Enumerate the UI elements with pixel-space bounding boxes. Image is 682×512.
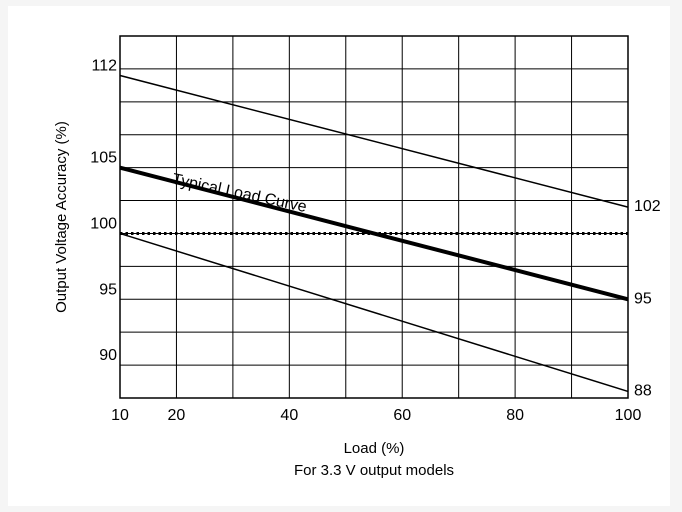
- grid: [120, 36, 628, 398]
- series-line-4: [119, 232, 629, 393]
- y-tick-label: 105: [90, 150, 117, 167]
- labels-group: 10 20 40 60 80 100 90 95 100 105 112 102 95 88 Typical…: [53, 57, 661, 479]
- end-value-label: 95: [634, 290, 652, 307]
- y-tick-label: 95: [99, 281, 117, 298]
- y-tick-label: 100: [90, 215, 117, 232]
- curve-annotation: Typical Load Curve: [171, 171, 309, 216]
- x-axis-title: Load (%): [344, 440, 405, 457]
- x-tick-label: 10: [111, 407, 129, 424]
- x-tick-label: 100: [615, 407, 642, 424]
- x-tick-label: 40: [280, 407, 298, 424]
- y-tick-label: 112: [91, 57, 117, 74]
- chart-caption: For 3.3 V output models: [294, 462, 454, 479]
- end-value-label: 88: [634, 382, 652, 399]
- y-tick-label: 90: [99, 347, 117, 364]
- end-value-label: 102: [634, 198, 661, 215]
- x-tick-label: 60: [393, 407, 411, 424]
- x-tick-label: 80: [506, 407, 524, 424]
- series-line-1: [119, 74, 629, 208]
- chart-card: 10 20 40 60 80 100 90 95 100 105 112 102 95 88 Typical…: [8, 6, 670, 506]
- voltage-accuracy-chart: 10 20 40 60 80 100 90 95 100 105 112 102 95 88 Typical…: [53, 35, 661, 479]
- y-axis-title: Output Voltage Accuracy (%): [53, 121, 70, 313]
- series-group: [119, 74, 629, 393]
- x-tick-label: 20: [168, 407, 186, 424]
- plot-frame: [119, 35, 629, 399]
